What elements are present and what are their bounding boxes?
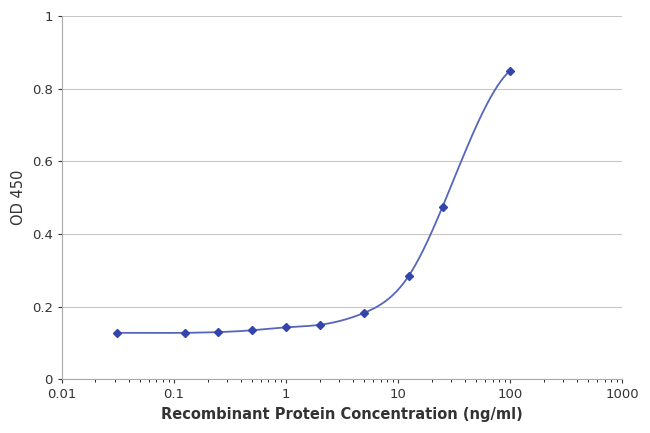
X-axis label: Recombinant Protein Concentration (ng/ml): Recombinant Protein Concentration (ng/ml… — [161, 407, 523, 422]
Y-axis label: OD 450: OD 450 — [11, 170, 26, 226]
